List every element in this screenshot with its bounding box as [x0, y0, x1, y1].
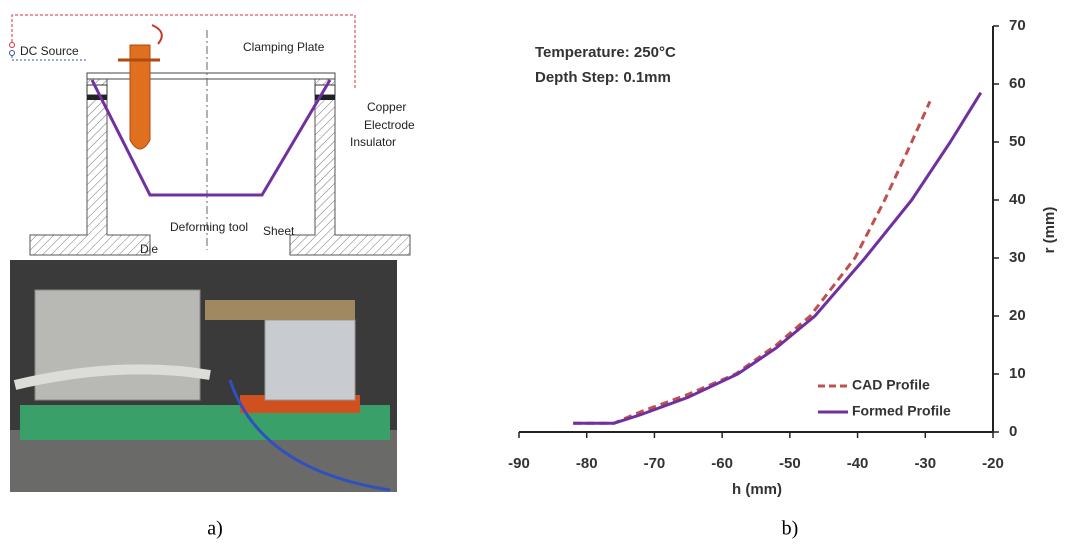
annotation: Depth Step: 0.1mm: [535, 69, 671, 86]
terminal: [9, 50, 15, 56]
y-tick-label: 10: [1009, 365, 1026, 382]
label: Sheet: [263, 224, 295, 238]
caption: a): [207, 518, 223, 540]
die-right: [289, 74, 411, 256]
insulator: [87, 95, 107, 100]
blue-cable: [228, 379, 391, 492]
chart: Temperature: 250°C Depth Step: 0.1mm h (…: [508, 17, 1058, 498]
sheet: [90, 79, 332, 197]
legend-label: CAD Profile: [852, 377, 930, 393]
x-tick-label: -20: [982, 455, 1004, 472]
label: Copper: [367, 100, 406, 114]
x-tick-label: -90: [508, 455, 530, 472]
x-tick-label: -80: [576, 455, 598, 472]
label: Electrode: [364, 118, 415, 132]
y-tick-label: 20: [1009, 307, 1026, 324]
setup-photo: [10, 260, 397, 492]
y-tick-label: 0: [1009, 423, 1017, 440]
x-tick-label: -30: [914, 455, 936, 472]
x-axis-label: h (mm): [732, 481, 782, 498]
circuit-wire-negative: [11, 52, 87, 61]
label: Die: [140, 242, 158, 256]
y-axis-label: r (mm): [1041, 207, 1058, 254]
legend-label: Formed Profile: [852, 403, 951, 419]
label: DC Source: [20, 44, 79, 58]
y-tick-label: 30: [1009, 249, 1026, 266]
rotation-arrow: [151, 24, 163, 45]
table: [10, 430, 397, 492]
x-tick-label: -50: [779, 455, 801, 472]
die-left: [29, 74, 151, 256]
terminal: [9, 42, 15, 48]
label: Clamping Plate: [243, 40, 325, 54]
data-line: [573, 100, 932, 425]
y-tick-label: 60: [1009, 75, 1026, 92]
fixture-box: [264, 319, 356, 401]
label: Deforming tool: [170, 220, 248, 234]
circuit-wire-positive: [11, 14, 356, 88]
process-diagram: DC Source Clamping Plate Copper Electrod…: [9, 14, 415, 256]
insulator: [315, 95, 335, 100]
y-tick-label: 40: [1009, 191, 1026, 208]
deforming-tool: [129, 44, 151, 150]
caption: b): [782, 518, 799, 540]
clamp: [205, 300, 355, 320]
machine-box: [34, 289, 201, 401]
cable: [13, 364, 211, 390]
data-line: [573, 91, 983, 425]
y-tick-label: 70: [1009, 17, 1026, 34]
x-tick-label: -70: [644, 455, 666, 472]
label: Insulator: [350, 135, 396, 149]
y-tick-label: 50: [1009, 133, 1026, 150]
x-tick-label: -40: [847, 455, 869, 472]
annotation: Temperature: 250°C: [535, 44, 676, 61]
clamping-plate: [86, 72, 336, 80]
x-tick-label: -60: [711, 455, 733, 472]
